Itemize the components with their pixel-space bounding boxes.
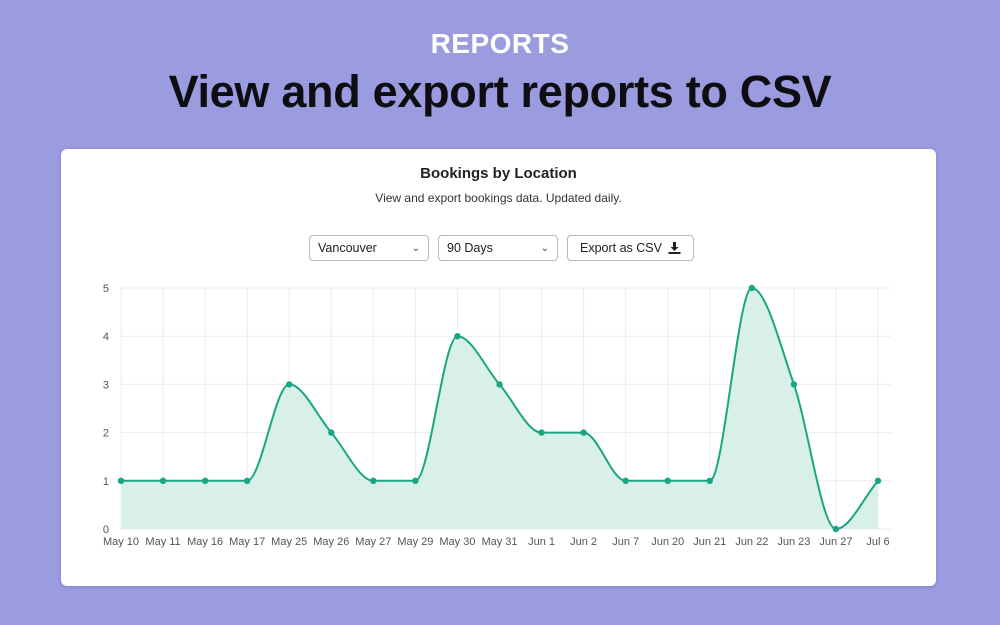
x-tick-label: Jun 20 [651, 536, 684, 548]
data-point [370, 477, 377, 484]
x-tick-label: May 29 [397, 536, 433, 548]
data-point [832, 525, 840, 533]
x-tick-label: May 17 [229, 536, 265, 548]
y-tick-label: 2 [103, 428, 109, 440]
download-icon [668, 242, 681, 254]
card-title: Bookings by Location [420, 165, 577, 182]
export-csv-label: Export as CSV [580, 241, 662, 255]
location-select-value: Vancouver [318, 241, 377, 255]
range-select-value: 90 Days [447, 241, 493, 255]
data-point [706, 477, 713, 484]
data-point [117, 477, 125, 484]
data-point [580, 429, 587, 436]
data-point [159, 477, 167, 484]
data-point [748, 284, 756, 292]
x-tick-label: May 16 [187, 536, 223, 548]
chevron-down-icon: ⌄ [540, 242, 549, 254]
card-subtitle: View and export bookings data. Updated d… [375, 191, 622, 205]
chart-series-line [121, 286, 879, 531]
data-point [874, 477, 882, 484]
data-point [790, 381, 798, 388]
x-tick-label: May 30 [439, 536, 475, 548]
y-tick-label: 1 [103, 476, 109, 488]
data-point [201, 477, 209, 484]
y-tick-label: 0 [103, 524, 109, 536]
x-tick-label: Jul 6 [866, 536, 889, 548]
range-select[interactable]: 90 Days ⌄ [438, 235, 558, 261]
data-point [454, 333, 461, 340]
headline: View and export reports to CSV [168, 66, 832, 117]
location-select[interactable]: Vancouver ⌄ [309, 235, 429, 261]
x-tick-label: May 26 [313, 536, 349, 548]
report-card: Bookings by Location View and export boo… [61, 149, 936, 586]
data-point [328, 429, 335, 436]
x-tick-label: Jun 21 [693, 536, 726, 548]
x-tick-label: Jun 2 [570, 536, 597, 548]
chart-area-fill [121, 288, 878, 529]
y-tick-label: 3 [103, 379, 109, 391]
data-point [496, 381, 503, 388]
y-tick-label: 5 [103, 283, 109, 295]
export-csv-button[interactable]: Export as CSV [567, 235, 694, 261]
x-tick-label: May 27 [355, 536, 391, 548]
x-tick-label: May 25 [271, 536, 307, 548]
x-tick-label: Jun 7 [612, 536, 639, 548]
data-point [286, 381, 293, 388]
x-tick-label: Jun 27 [819, 536, 852, 548]
chevron-down-icon: ⌄ [411, 242, 420, 254]
x-tick-label: May 10 [103, 536, 139, 548]
data-point [622, 477, 629, 484]
x-tick-label: Jun 23 [777, 536, 810, 548]
x-tick-label: May 31 [481, 536, 517, 548]
x-tick-label: May 11 [145, 536, 180, 548]
x-tick-label: Jun 1 [528, 536, 555, 548]
bookings-chart: 0 1 2 3 4 5 May 10 May 11 May 16 May 17 May 25 May… [103, 283, 891, 548]
report-controls: Vancouver ⌄ 90 Days ⌄ Export as CSV [309, 235, 694, 261]
data-point [538, 429, 545, 436]
x-tick-label: Jun 22 [735, 536, 768, 548]
data-point [412, 477, 419, 484]
data-point [664, 477, 671, 484]
eyebrow-text: REPORTS [430, 28, 570, 59]
data-point [243, 477, 251, 484]
y-tick-label: 4 [103, 331, 109, 343]
